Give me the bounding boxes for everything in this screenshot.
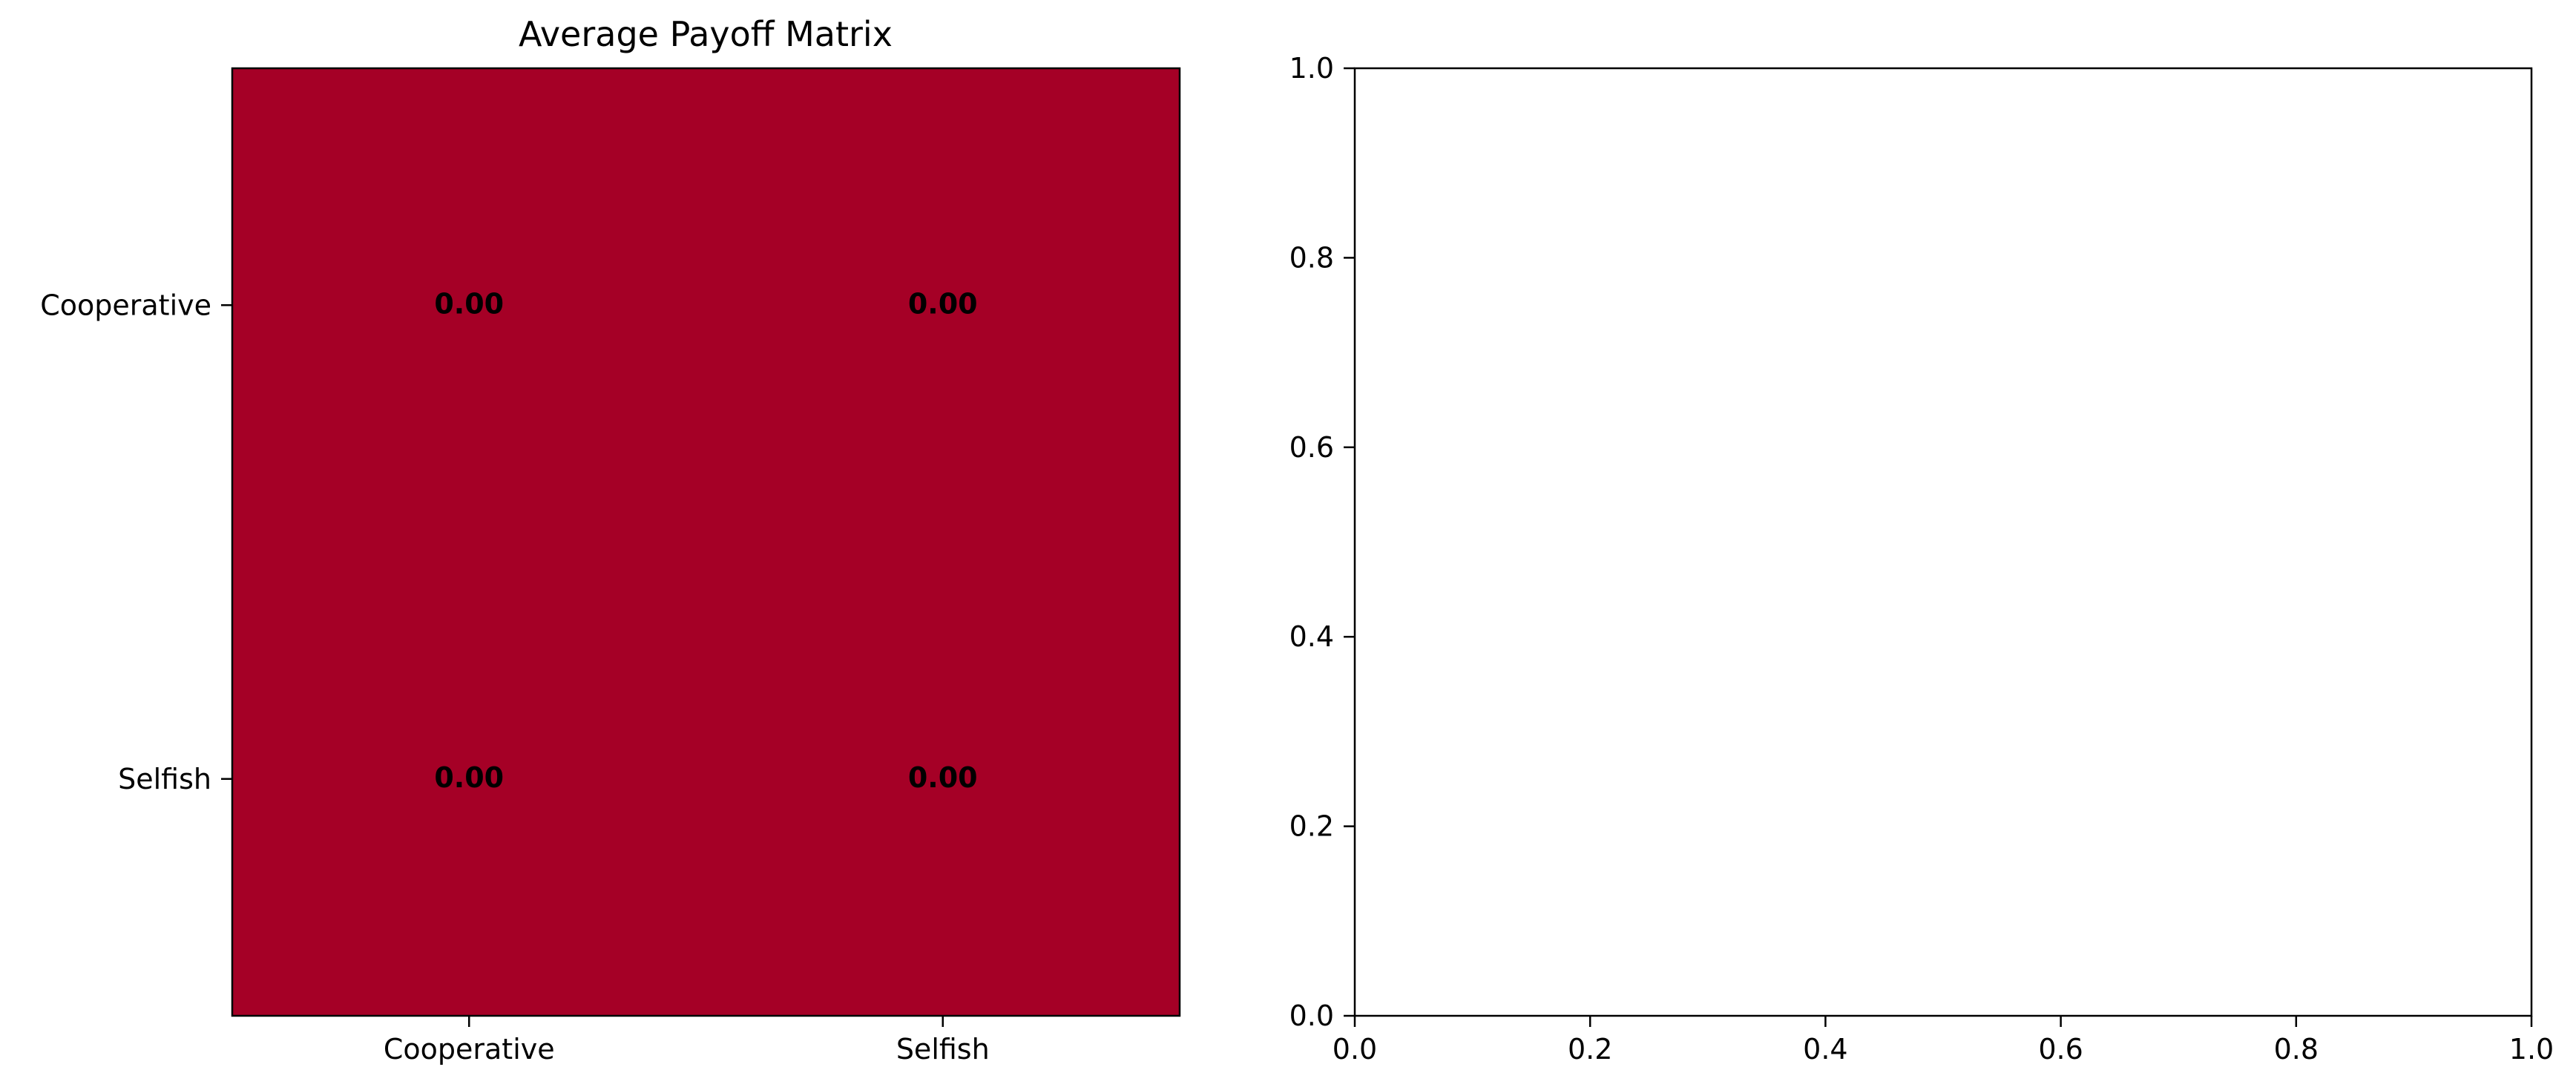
heatmap-cell <box>232 542 706 1017</box>
line-y-tick-label: 0.4 <box>1289 620 1334 653</box>
heatmap-cell <box>706 68 1180 542</box>
line-panel: 0.0 0.2 0.4 0.6 0.8 1.0 0.0 0.2 0.4 0.6 0.8 1.0 <box>1289 52 2554 1066</box>
heatmap-cell-label: 0.00 <box>908 761 978 794</box>
heatmap-y-axis: Cooperative Selfish <box>40 289 232 795</box>
heatmap-x-tick-label: Selfish <box>896 1033 990 1066</box>
heatmap-cell-label: 0.00 <box>434 287 504 320</box>
line-x-tick-label: 0.0 <box>1333 1033 1377 1066</box>
heatmap-x-axis: Cooperative Selfish <box>384 1016 990 1066</box>
heatmap-title: Average Payoff Matrix <box>519 14 893 54</box>
heatmap-cells <box>232 68 1180 1017</box>
line-x-tick-label: 0.6 <box>2038 1033 2083 1066</box>
heatmap-frame <box>231 67 1181 1017</box>
heatmap-y-tick-label: Selfish <box>118 763 211 795</box>
line-y-tick-label: 0.0 <box>1289 999 1334 1032</box>
line-x-axis: 0.0 0.2 0.4 0.6 0.8 1.0 <box>1333 1016 2554 1066</box>
heatmap-cell <box>232 68 706 542</box>
line-y-tick-label: 0.2 <box>1289 810 1334 843</box>
heatmap-y-tick-label: Cooperative <box>40 289 211 321</box>
heatmap-cell <box>706 542 1180 1017</box>
line-x-tick-label: 1.0 <box>2509 1033 2554 1066</box>
line-x-tick-label: 0.4 <box>1803 1033 1847 1066</box>
heatmap-cell-labels: 0.00 0.00 0.00 0.00 <box>434 287 977 794</box>
line-y-axis: 0.0 0.2 0.4 0.6 0.8 1.0 <box>1289 52 1355 1032</box>
line-plot-area <box>1353 67 2533 1017</box>
line-y-tick-label: 0.8 <box>1289 241 1334 274</box>
heatmap-x-tick-label: Cooperative <box>384 1033 555 1066</box>
heatmap-cell-label: 0.00 <box>908 287 978 320</box>
heatmap-cell-label: 0.00 <box>434 761 504 794</box>
line-x-tick-label: 0.8 <box>2274 1033 2319 1066</box>
line-y-tick-label: 1.0 <box>1289 52 1334 85</box>
line-x-tick-label: 0.2 <box>1568 1033 1612 1066</box>
line-y-tick-label: 0.6 <box>1289 431 1334 464</box>
heatmap-panel: Average Payoff Matrix 0.00 0.00 0.00 0.00 C… <box>40 14 1181 1066</box>
